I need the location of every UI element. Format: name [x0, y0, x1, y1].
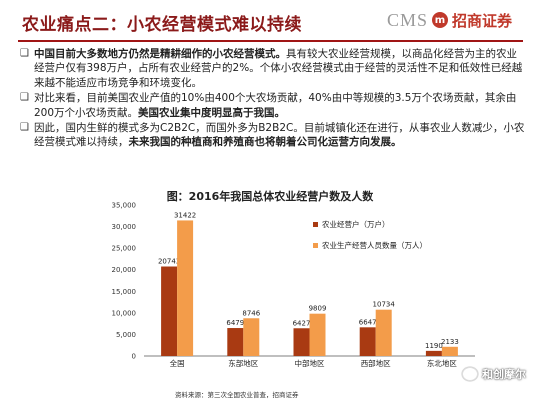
- data-label: 9809: [309, 305, 327, 313]
- bullet-marker-icon: ❑: [20, 92, 29, 104]
- legend-entry: 农业生产经营人员数量（万人）: [322, 240, 427, 250]
- logo-mark-icon: m: [431, 12, 448, 28]
- x-tick-label: 西部地区: [361, 358, 391, 368]
- legend-swatch: [313, 243, 318, 248]
- bullet-emphasis: 未来我国的种植商和养殖商也将朝着公司化运营方向发展。: [128, 136, 402, 149]
- chart-title: 图：2016年我国总体农业经营户数及人数: [166, 190, 374, 203]
- watermark: 和创摩尔: [462, 366, 526, 382]
- x-tick-label: 东北地区: [427, 358, 457, 368]
- bar-households: [425, 350, 442, 356]
- bar-households: [359, 327, 376, 356]
- bullet-segment: 具有较大农业经营规模，以商品化经营为主的农业经营户仅有398万户，占所有农业经营…: [34, 48, 523, 89]
- data-label: 6479: [226, 319, 244, 327]
- bullet-marker-icon: ❑: [20, 122, 29, 134]
- bar-households: [227, 328, 244, 356]
- bullet-segment: 因此，国内生鲜的模式多为C2B2C，而国外多为B2B2C。目前城镇化还在进行，从…: [34, 122, 525, 149]
- y-tick-label: 30,000: [112, 223, 137, 231]
- bullet-item: ❑ 对比来看，目前美国农业产值的10%由400个大农场贡献，40%由中等规模的3.…: [20, 91, 525, 120]
- data-label: 10734: [373, 301, 396, 309]
- legend-entry: 农业经营户（万户）: [322, 219, 390, 229]
- y-tick-label: 10,000: [112, 309, 137, 317]
- data-label: 6647: [359, 318, 377, 326]
- header-divider: [18, 40, 523, 42]
- logo-cms-text: CMS: [386, 9, 428, 30]
- bullet-emphasis: 美国农业集中度明显高于我国。: [138, 106, 286, 119]
- cms-logo: CMS m 招商证券: [387, 8, 512, 32]
- bar-households: [293, 328, 310, 356]
- bullet-marker-icon: ❑: [20, 48, 29, 59]
- data-label: 8746: [242, 309, 260, 317]
- x-tick-label: 中部地区: [295, 358, 325, 368]
- logo-cn-text: 招商证券: [451, 11, 512, 30]
- data-label: 6427: [293, 319, 311, 327]
- y-tick-label: 25,000: [112, 245, 137, 253]
- bullet-text: 中国目前大多数地方仍然是精耕细作的小农经营模式。具有较大农业经营规模，以商品化经…: [34, 47, 525, 90]
- y-tick-label: 20,000: [112, 266, 137, 274]
- x-tick-label: 东部地区: [228, 358, 258, 368]
- legend-swatch: [313, 222, 318, 227]
- bullet-list: ❑ 中国目前大多数地方仍然是精耕细作的小农经营模式。具有较大农业经营规模，以商品化…: [20, 47, 525, 151]
- bar-workers: [177, 220, 194, 356]
- bar-households: [161, 266, 178, 356]
- bullet-text: 因此，国内生鲜的模式多为C2B2C，而国外多为B2B2C。目前城镇化还在进行，从…: [34, 121, 525, 150]
- data-label: 31422: [174, 211, 196, 219]
- wechat-icon: [462, 367, 478, 381]
- bar-workers: [441, 346, 458, 356]
- source-note: 资料来源：第三次全国农业普查，招商证券: [175, 391, 299, 399]
- page-header: 农业痛点二：小农经营模式难以持续 CMS m 招商证券: [0, 0, 540, 40]
- bullet-segment: 对比来看，目前美国农业产值的10%由400个大农场贡献，40%由中等规模的3.5…: [34, 92, 517, 119]
- data-label: 1190: [425, 342, 443, 350]
- bar-workers: [375, 309, 392, 356]
- bullet-text: 对比来看，目前美国农业产值的10%由400个大农场贡献，40%由中等规模的3.5…: [34, 91, 525, 120]
- y-tick-label: 5,000: [116, 331, 136, 339]
- data-label: 2133: [441, 338, 459, 346]
- bar-workers: [243, 318, 260, 356]
- bullet-item: ❑ 因此，国内生鲜的模式多为C2B2C，而国外多为B2B2C。目前城镇化还在进行，…: [20, 121, 525, 150]
- y-tick-label: 15,000: [112, 288, 137, 296]
- x-tick-label: 全国: [170, 358, 185, 368]
- watermark-text: 和创摩尔: [482, 368, 526, 381]
- y-tick-label: 0: [132, 353, 136, 361]
- bullet-item: ❑ 中国目前大多数地方仍然是精耕细作的小农经营模式。具有较大农业经营规模，以商品化…: [20, 47, 525, 90]
- bullet-emphasis: 中国目前大多数地方仍然是精耕细作的小农经营模式。: [34, 48, 286, 60]
- page-title: 农业痛点二：小农经营模式难以持续: [22, 15, 302, 35]
- y-tick-label: 35,000: [112, 202, 137, 210]
- bar-workers: [309, 313, 326, 356]
- data-label: 20743: [158, 258, 180, 266]
